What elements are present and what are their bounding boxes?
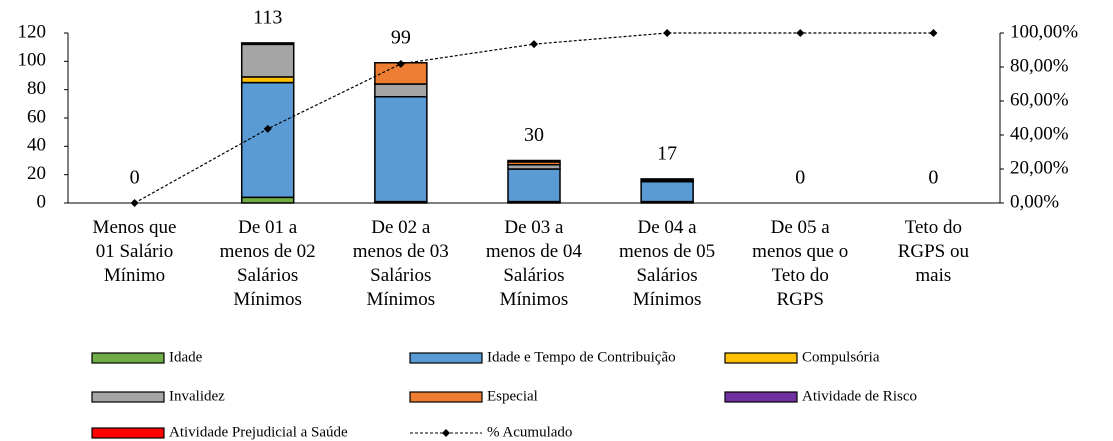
y-tick-label: 80 xyxy=(27,78,46,99)
x-tick-label: De 05 a menos que o Teto do RGPS xyxy=(752,217,849,310)
legend-label: Atividade de Risco xyxy=(802,388,917,404)
line-marker xyxy=(530,40,538,49)
x-tick-label: Menos que 01 Salário Mínimo xyxy=(92,217,177,286)
bar-segment xyxy=(640,178,694,182)
x-tick-label: De 02 a menos de 03 Salários Mínimos xyxy=(352,217,449,310)
y-tick-label: 120 xyxy=(18,21,47,42)
line-marker xyxy=(130,199,139,207)
bar-segment xyxy=(240,43,295,78)
line-marker xyxy=(396,59,405,68)
legend-label: % Acumulado xyxy=(487,424,572,440)
legend-swatch xyxy=(724,352,798,364)
legend-label: Idade e Tempo de Contribuição xyxy=(487,349,676,365)
bar-segment xyxy=(374,83,428,98)
x-tick-label: De 01 a menos de 02 Salários Mínimos xyxy=(219,217,316,310)
total-label: 0 xyxy=(928,167,938,189)
y-tick-label: 60 xyxy=(27,106,46,127)
total-label: 30 xyxy=(524,124,544,146)
legend-swatch xyxy=(409,391,483,403)
bar-segment xyxy=(240,196,295,204)
y2-tick-label: 20,00% xyxy=(1010,157,1069,178)
y-tick-label: 0 xyxy=(37,191,47,212)
bar-segment xyxy=(507,159,561,163)
bar-segment xyxy=(640,181,694,203)
x-tick-label: De 03 a menos de 04 Salários Mínimos xyxy=(485,217,582,310)
y2-tick-label: 40,00% xyxy=(1010,123,1069,144)
line-marker xyxy=(929,29,938,37)
legend-swatch xyxy=(409,352,483,364)
bar-segment xyxy=(240,76,295,84)
legend-label: Compulsória xyxy=(802,349,880,365)
total-label: 99 xyxy=(391,26,411,48)
total-label: 0 xyxy=(130,167,140,189)
legend-label: Invalidez xyxy=(169,388,225,404)
legend-swatch xyxy=(724,391,798,403)
x-tick-label: De 04 a menos de 05 Salários Mínimos xyxy=(619,217,716,310)
bar-segment xyxy=(240,42,295,46)
line-marker xyxy=(796,29,805,37)
legend-swatch xyxy=(91,391,165,403)
bar-segment xyxy=(240,81,295,199)
x-tick-label: Teto do RGPS ou mais xyxy=(897,217,969,286)
legend-swatch xyxy=(91,427,165,439)
y2-tick-label: 0,00% xyxy=(1010,191,1059,212)
bar-segment xyxy=(374,96,428,203)
legend-swatch xyxy=(91,352,165,364)
y-tick-label: 40 xyxy=(27,135,46,156)
total-label: 113 xyxy=(253,7,282,29)
y-tick-label: 20 xyxy=(27,163,46,184)
bar-segment xyxy=(507,168,561,203)
legend-label: Atividade Prejudicial a Saúde xyxy=(169,424,348,440)
y2-tick-label: 60,00% xyxy=(1010,89,1069,110)
y2-tick-label: 80,00% xyxy=(1010,55,1069,76)
legend-label: Idade xyxy=(169,349,203,365)
total-label: 0 xyxy=(795,167,805,189)
legend-marker xyxy=(442,429,450,437)
line-marker xyxy=(663,29,672,37)
y-tick-label: 100 xyxy=(18,50,47,71)
line-marker xyxy=(263,124,272,133)
y2-tick-label: 100,00% xyxy=(1010,21,1078,42)
legend-label: Especial xyxy=(487,388,538,404)
total-label: 17 xyxy=(657,143,677,165)
